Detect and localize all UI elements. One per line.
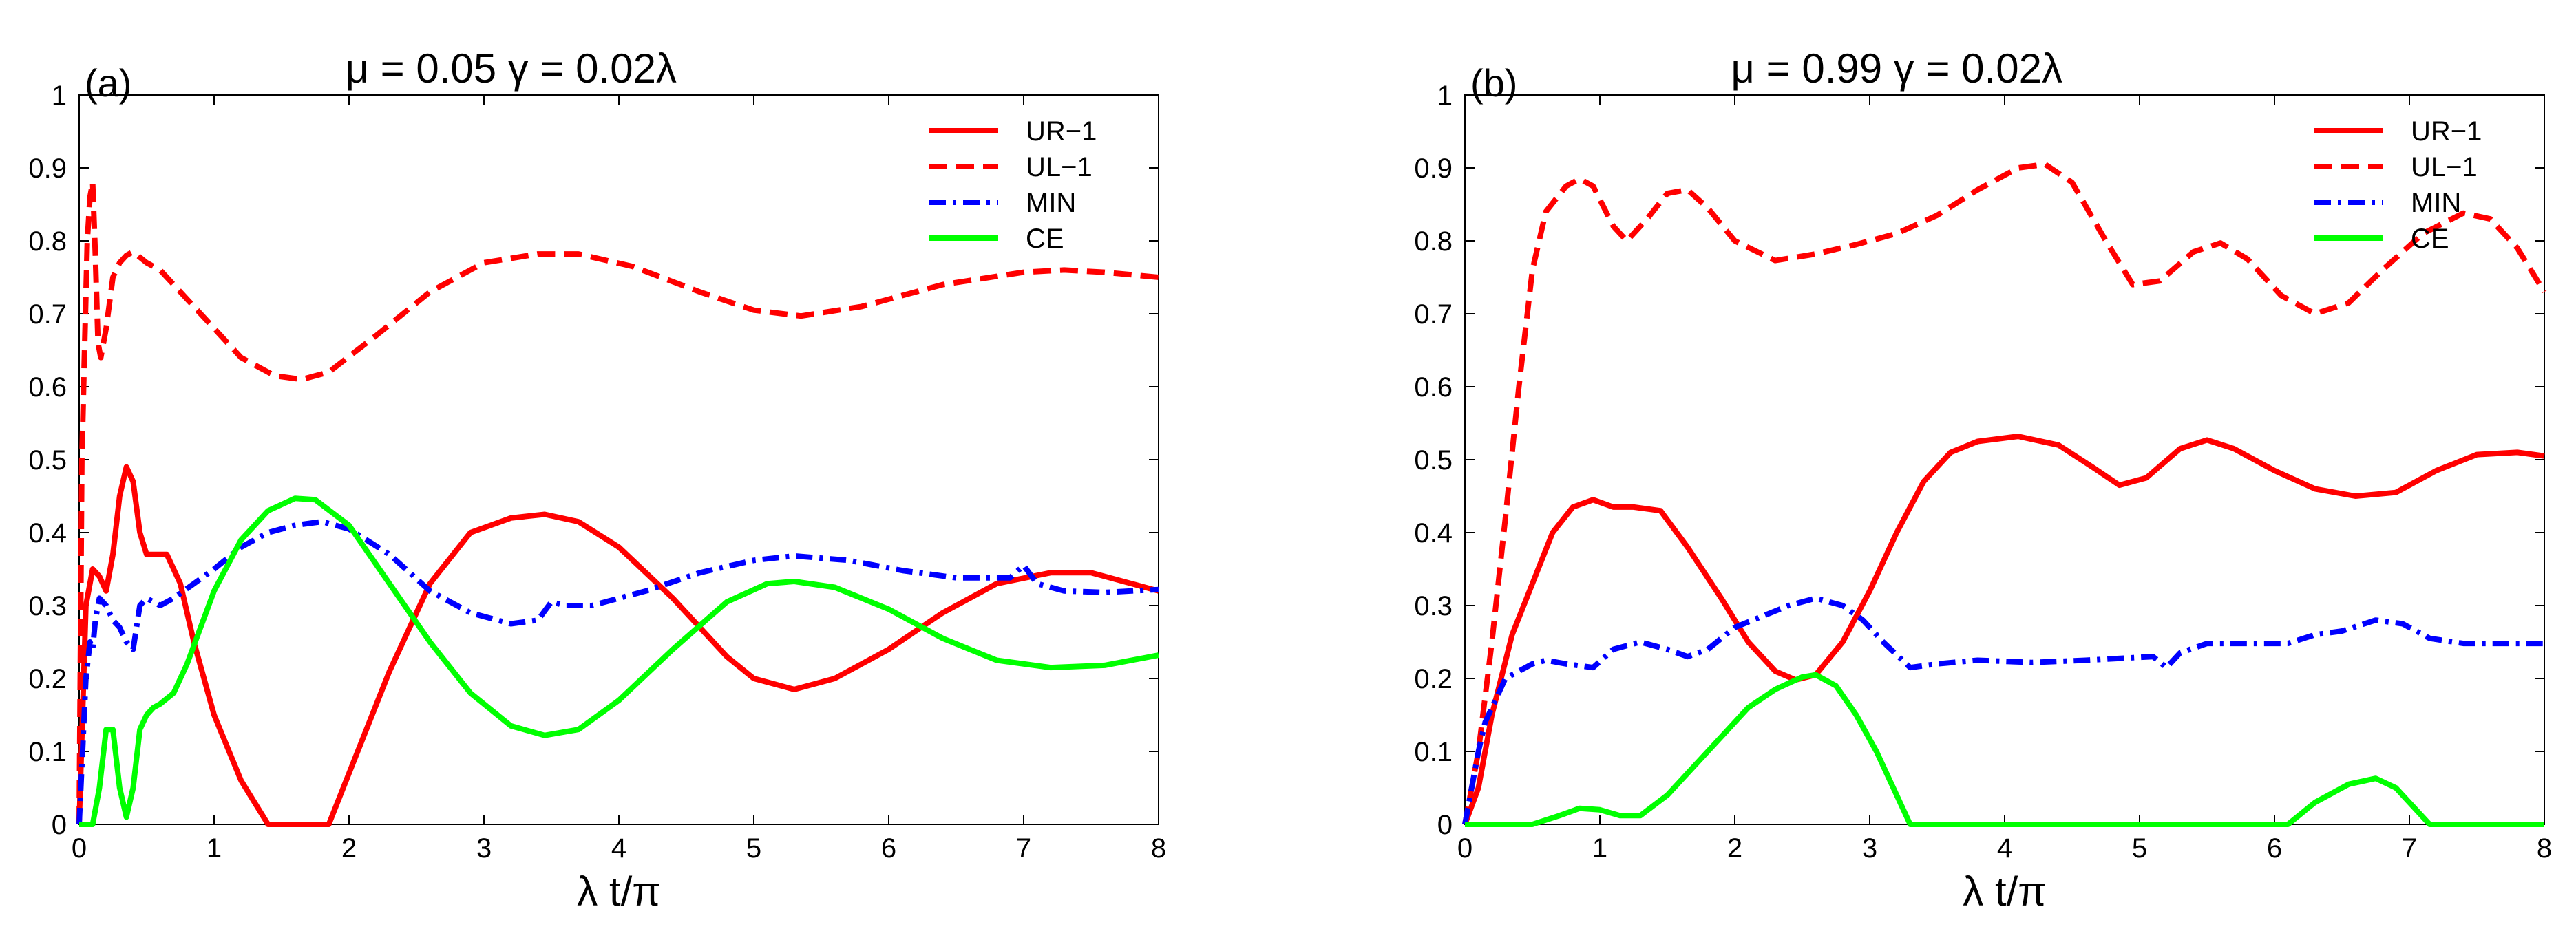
y-tick-label: 1 [1437,81,1453,111]
x-tick-label: 3 [1862,833,1877,864]
y-tick-label: 0.4 [1414,518,1453,548]
x-tick-label: 5 [2132,833,2147,864]
y-tick-label: 0.7 [1414,299,1453,330]
series-line-ul-1 [76,180,1159,825]
legend-label: CE [2411,224,2449,254]
y-tick-label: 0.3 [1414,591,1453,621]
panel-label: (b) [1470,61,1517,105]
x-tick-label: 2 [1727,833,1742,864]
y-tick-label: 0.7 [28,299,67,330]
x-tick-label: 6 [881,833,896,864]
x-tick-label: 0 [1457,833,1472,864]
series-line-ul-1 [1462,161,2547,825]
y-tick-label: 0.6 [28,372,67,403]
legend-label: UL−1 [1026,152,1092,182]
x-tick-label: 2 [341,833,357,864]
legend-label: MIN [2411,188,2461,218]
y-tick-label: 0.3 [28,591,67,621]
panel-label: (a) [85,61,131,105]
plot-area [78,94,1159,825]
legend-label: UL−1 [2411,152,2478,182]
legend-label: UR−1 [1026,116,1097,147]
y-tick-label: 1 [52,81,67,111]
y-tick-label: 0 [52,810,67,840]
y-tick-label: 0.1 [1414,737,1453,767]
legend-label: CE [1026,224,1064,254]
x-tick-label: 8 [2537,833,2552,864]
x-tick-label: 8 [1151,833,1166,864]
y-tick-label: 0.5 [1414,445,1453,475]
x-tick-label: 6 [2267,833,2282,864]
x-axis-label: λ t/π [577,868,660,914]
x-tick-label: 5 [746,833,761,864]
legend-label: MIN [1026,188,1076,218]
x-tick-label: 3 [476,833,492,864]
x-tick-label: 7 [1016,833,1031,864]
series-line-ce [1465,672,2544,827]
y-tick-label: 0.2 [1414,664,1453,694]
y-tick-label: 0.4 [28,518,67,548]
x-tick-label: 1 [207,833,222,864]
y-tick-label: 0.8 [1414,226,1453,257]
y-tick-label: 0.9 [28,153,67,184]
series-line-ce [79,495,1159,827]
y-tick-label: 0 [1437,810,1453,840]
series-line-ur-1 [1462,434,2545,826]
chart-title: μ = 0.05 γ = 0.02λ [345,45,677,92]
panel-a: 0 1 2 3 4 5 6 7 8 0 0.1 0.2 0.3 0.4 0.5 0.6 0.7 0.8 0.9 1 UR… [28,45,1166,914]
y-tick-label: 0.9 [1414,153,1453,184]
x-tick-label: 0 [72,833,87,864]
series-line-ur-1 [76,464,1160,827]
panel-b: 0 1 2 3 4 5 6 7 8 0 0.1 0.2 0.3 0.4 0.5 0.6 0.7 0.8 0.9 1 UR… [1414,45,2552,914]
x-tick-label: 7 [2402,833,2417,864]
y-tick-label: 0.2 [28,664,67,694]
x-tick-label: 4 [611,833,626,864]
chart-title: μ = 0.99 γ = 0.02λ [1731,45,2062,92]
y-tick-label: 0.6 [1414,372,1453,403]
y-tick-label: 0.5 [28,445,67,475]
y-tick-label: 0.8 [28,226,67,257]
x-tick-label: 4 [1997,833,2012,864]
series-line-min [1462,595,2544,825]
x-tick-label: 1 [1592,833,1607,864]
y-tick-label: 0.1 [28,737,67,767]
legend-label: UR−1 [2411,116,2482,147]
x-axis-label: λ t/π [1963,868,2046,914]
